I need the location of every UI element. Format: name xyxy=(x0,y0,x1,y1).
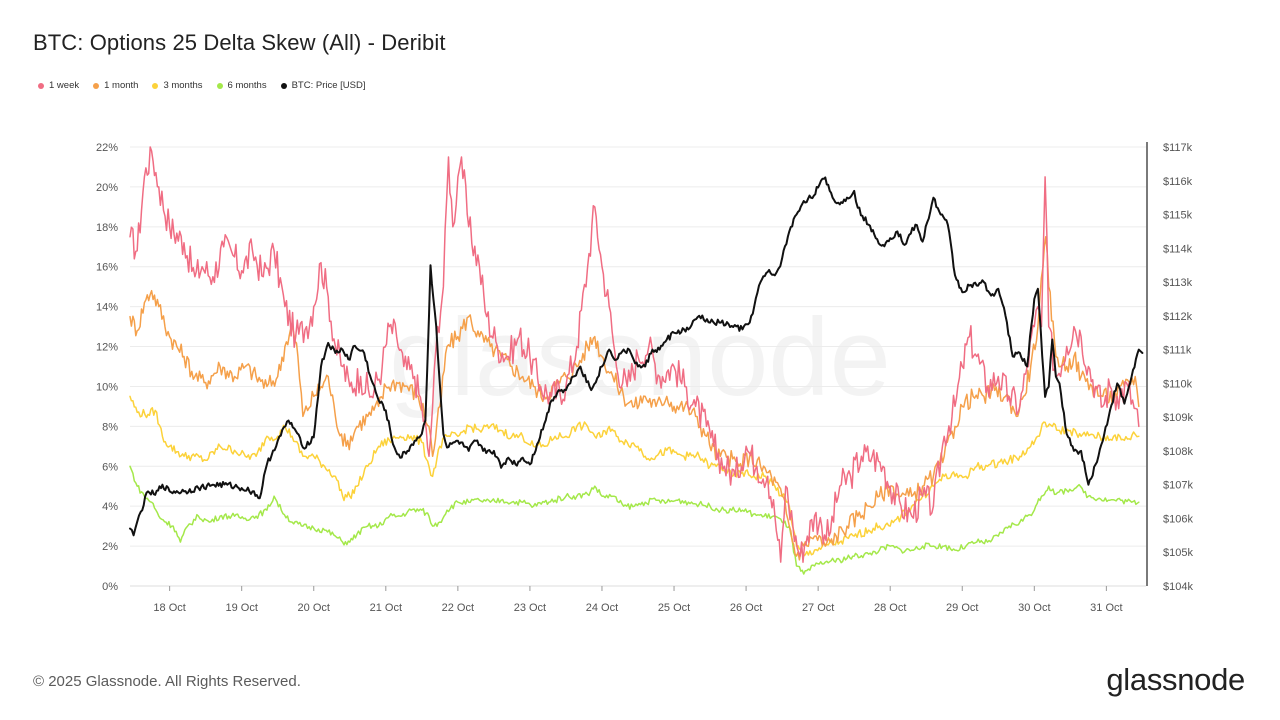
y-right-tick-label: $117k xyxy=(1163,142,1193,154)
y-right-tick-label: $104k xyxy=(1163,581,1193,593)
x-tick-label: 30 Oct xyxy=(1018,602,1050,614)
series-line-6m xyxy=(129,465,1140,575)
x-axis: 18 Oct 19 Oct 20 Oct 21 Oct 22 Oct 23 Oct 24 O… xyxy=(130,585,1146,614)
y-right-tick-label: $111k xyxy=(1163,345,1192,357)
y-axis-right: $104k $105k $106k $107k $108k $109k $110k $111k… xyxy=(1146,142,1193,593)
chart-title: BTC: Options 25 Delta Skew (All) - Derib… xyxy=(33,30,446,55)
legend-label-1m: 1 month xyxy=(104,80,139,91)
y-left-tick-label: 2% xyxy=(102,541,118,553)
legend-label-1w: 1 week xyxy=(49,80,80,91)
x-tick-label: 26 Oct xyxy=(730,602,762,614)
y-left-tick-label: 6% xyxy=(102,461,118,473)
series-line-1w xyxy=(129,146,1140,563)
legend-item-3m[interactable]: 3 months xyxy=(152,80,203,91)
x-tick-label: 18 Oct xyxy=(153,602,185,614)
copyright-text: © 2025 Glassnode. All Rights Reserved. xyxy=(33,673,301,690)
y-left-tick-label: 18% xyxy=(96,222,118,234)
y-right-tick-label: $106k xyxy=(1163,513,1193,525)
y-right-tick-label: $107k xyxy=(1163,480,1193,492)
brand-logo: glassnode xyxy=(1106,662,1245,697)
legend-dot-1m xyxy=(93,82,100,89)
x-tick-label: 25 Oct xyxy=(658,602,690,614)
series-line-price xyxy=(129,176,1144,537)
y-left-tick-label: 8% xyxy=(102,421,118,433)
x-tick-label: 19 Oct xyxy=(225,602,257,614)
y-right-tick-label: $115k xyxy=(1163,210,1193,222)
series-group xyxy=(129,146,1144,575)
y-left-tick-label: 16% xyxy=(96,262,118,274)
legend-item-1w[interactable]: 1 week xyxy=(38,80,79,91)
y-axis-left: 0% 2% 4% 6% 8% 10% 12% 14% 16% 18% 20% 22% xyxy=(96,142,118,593)
legend-dot-price xyxy=(280,82,287,89)
y-left-tick-label: 22% xyxy=(96,142,118,154)
legend-dot-6m xyxy=(216,82,223,89)
y-right-tick-label: $110k xyxy=(1163,378,1193,390)
y-right-tick-label: $105k xyxy=(1163,547,1193,559)
x-tick-label: 20 Oct xyxy=(298,602,330,614)
x-tick-label: 23 Oct xyxy=(514,602,546,614)
y-right-tick-label: $112k xyxy=(1163,311,1193,323)
legend-item-1m[interactable]: 1 month xyxy=(93,80,138,91)
y-left-tick-label: 4% xyxy=(102,501,118,513)
x-tick-label: 22 Oct xyxy=(442,602,474,614)
y-right-tick-label: $108k xyxy=(1163,446,1193,458)
y-right-tick-label: $116k xyxy=(1163,176,1193,188)
legend-label-price: BTC: Price [USD] xyxy=(291,80,366,91)
legend-label-6m: 6 months xyxy=(227,80,267,91)
y-left-tick-label: 20% xyxy=(96,182,118,194)
y-left-tick-label: 0% xyxy=(102,581,118,593)
x-tick-label: 27 Oct xyxy=(802,602,834,614)
y-left-tick-label: 10% xyxy=(96,381,118,393)
y-right-tick-label: $114k xyxy=(1163,243,1193,255)
y-right-tick-label: $109k xyxy=(1163,412,1193,424)
chart-legend: 1 week 1 month 3 months 6 months BTC: Pr… xyxy=(38,80,366,91)
x-tick-label: 21 Oct xyxy=(370,602,402,614)
legend-item-price[interactable]: BTC: Price [USD] xyxy=(280,80,366,91)
y-left-tick-label: 14% xyxy=(96,302,118,314)
legend-label-3m: 3 months xyxy=(163,80,203,91)
x-tick-label: 29 Oct xyxy=(946,602,978,614)
x-tick-label: 24 Oct xyxy=(586,602,618,614)
x-tick-label: 28 Oct xyxy=(874,602,906,614)
y-right-tick-label: $113k xyxy=(1163,277,1193,289)
legend-dot-3m xyxy=(152,82,159,89)
series-line-3m xyxy=(129,395,1140,557)
y-left-tick-label: 12% xyxy=(96,342,118,354)
legend-item-6m[interactable]: 6 months xyxy=(216,80,267,91)
legend-dot-1w xyxy=(38,82,44,89)
x-tick-label: 31 Oct xyxy=(1090,602,1122,614)
